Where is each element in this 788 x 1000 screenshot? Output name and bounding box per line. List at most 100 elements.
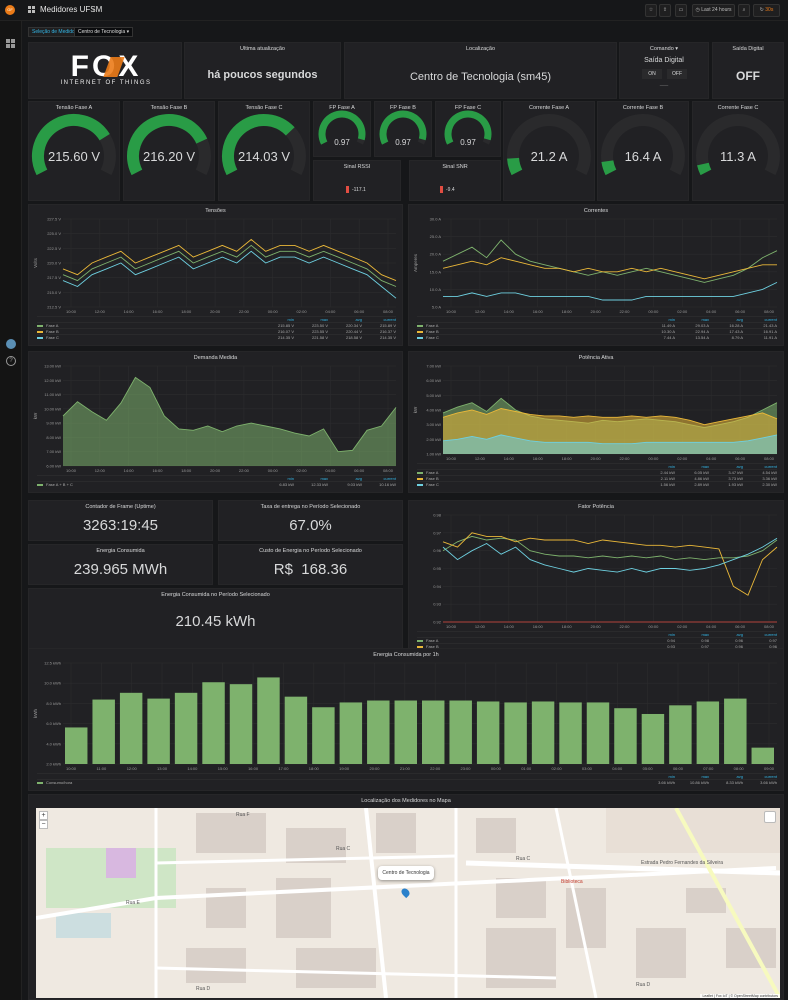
- map-zoom-in[interactable]: +: [39, 811, 48, 820]
- bar[interactable]: [586, 702, 610, 764]
- bar[interactable]: [257, 677, 280, 764]
- last-update-value: há poucos segundos: [207, 69, 318, 81]
- map-title: Localização dos Medidores no Mapa: [361, 798, 451, 804]
- bar[interactable]: [504, 702, 527, 764]
- legend-avg: 8.33 kWh: [726, 780, 743, 785]
- y-tick-label: 4.00 kW: [426, 408, 441, 413]
- bar[interactable]: [367, 700, 390, 764]
- bar[interactable]: [339, 702, 363, 764]
- chart-title: Energia Consumida por 1h: [373, 652, 439, 658]
- map-attribution: Leaflet | Fox IoT | © OpenStreetMap cont…: [700, 994, 780, 998]
- chart-title: Potência Ativa: [578, 355, 614, 361]
- y-tick-label: 225.0 V: [47, 231, 61, 236]
- dashboard-title[interactable]: Medidores UFSM: [40, 5, 103, 14]
- time-picker-button[interactable]: ◷ Last 24 hours: [692, 4, 735, 17]
- x-tick-label: 23:00: [461, 766, 472, 771]
- x-tick-label: 04:00: [706, 456, 717, 461]
- ia-title: Corrente Fase A: [528, 105, 570, 111]
- legend-row[interactable]: Fase A 11.49 A 29.03 A 16.28 A 21.43 A: [417, 322, 777, 328]
- legend-min: 0.93: [667, 644, 675, 649]
- bar[interactable]: [696, 701, 720, 764]
- grafana-logo-icon[interactable]: GF: [5, 5, 15, 15]
- bar[interactable]: [751, 747, 774, 764]
- legend-row[interactable]: Fase A 0.94 0.98 0.96 0.97: [417, 637, 777, 643]
- search-zoom-button[interactable]: ⌕: [738, 4, 750, 17]
- legend-row[interactable]: Fase B 0.93 0.97 0.96 0.96: [417, 643, 777, 649]
- legend-min: 2.11 kW: [660, 476, 675, 481]
- x-tick-label: 04:00: [325, 468, 336, 473]
- bar[interactable]: [422, 700, 445, 764]
- variable-select[interactable]: Centro de Tecnologia ▾: [74, 27, 134, 37]
- vb-value: 216.20 V: [142, 149, 196, 164]
- bar[interactable]: [119, 692, 143, 764]
- bar[interactable]: [284, 696, 308, 764]
- gauge-corrente-b: Corrente Fase B 16.4 A: [597, 101, 689, 201]
- user-avatar[interactable]: [6, 339, 16, 349]
- bar[interactable]: [65, 727, 88, 764]
- gauge-corrente-c: Corrente Fase C 11.3 A: [692, 101, 784, 201]
- y-tick-label: 7.00 kW: [46, 449, 61, 454]
- legend-row[interactable]: Consumo/hora 3.66 kWh 10.86 kWh 8.33 kWh 3.6…: [37, 779, 777, 785]
- map-zoom-out[interactable]: −: [39, 820, 48, 829]
- legend-row[interactable]: Fase A 215.85 V 223.50 V 220.34 V 215.89 V: [37, 322, 396, 328]
- energy-period-value: 210.45 kWh: [175, 613, 256, 630]
- bar[interactable]: [229, 684, 253, 764]
- legend-row[interactable]: Fase B 216.07 V 223.55 V 220.44 V 216.37 V: [37, 328, 396, 334]
- legend-header-min: min: [668, 317, 675, 322]
- legend-swatch: [37, 330, 43, 333]
- star-button[interactable]: ☆: [645, 4, 657, 17]
- legend-current: 3.66 kWh: [760, 780, 777, 785]
- dashboard-title-caret[interactable]: ▾: [92, 7, 95, 13]
- legend-row[interactable]: Fase C 1.56 kW 2.89 kW 1.93 kW 2.30 kW: [417, 481, 777, 487]
- legend-row[interactable]: Fase B 2.11 kW 4.86 kW 3.73 kW 3.36 kW: [417, 475, 777, 481]
- bar[interactable]: [394, 700, 417, 764]
- legend-row[interactable]: Fase A + B + C 6.83 kW 12.33 kW 9.03 kW 10.1…: [37, 481, 396, 487]
- legend-row[interactable]: Fase C 7.44 A 13.54 A 8.79 A 11.91 A: [417, 334, 777, 340]
- share-button[interactable]: ⇪: [659, 4, 671, 17]
- vb-gauge-fill: [127, 114, 208, 176]
- legend-series-name: Fase C: [46, 335, 59, 340]
- help-icon[interactable]: ?: [6, 356, 16, 366]
- x-tick-label: 07:00: [703, 766, 714, 771]
- series-line: [62, 244, 397, 287]
- on-button[interactable]: ON: [642, 69, 662, 79]
- chart-svg: 0.98 0.97 0.96 0.95 0.94 0.93 0.92 10:00 12:00 14…: [433, 513, 778, 629]
- legend-row[interactable]: Fase C 214.35 V 221.58 V 218.58 V 214.35 V: [37, 334, 396, 340]
- bar[interactable]: [202, 682, 225, 764]
- bar[interactable]: [559, 702, 582, 764]
- x-tick-label: 08:00: [764, 456, 775, 461]
- map-layers-icon[interactable]: [764, 811, 776, 823]
- bar[interactable]: [669, 705, 692, 764]
- bar[interactable]: [92, 699, 115, 764]
- bar[interactable]: [641, 713, 665, 764]
- x-tick-label: 04:00: [612, 766, 623, 771]
- frame-counter-panel: Contador de Frame (Uptime) 3263:19:45: [28, 500, 213, 541]
- refresh-button[interactable]: ↻ 30s: [753, 4, 780, 17]
- y-tick-label: 6.00 kW: [46, 464, 61, 469]
- legend-row[interactable]: Fase A 2.44 kW 6.05 kW 3.47 kW 4.54 kW: [417, 469, 777, 475]
- dashboards-icon[interactable]: [6, 39, 15, 48]
- off-button[interactable]: OFF: [667, 69, 687, 79]
- map-area[interactable]: Rua C Rua D Rua E Rua C Estrada Pedro Fe…: [36, 808, 780, 998]
- ic-title: Corrente Fase C: [717, 105, 759, 111]
- bar[interactable]: [724, 698, 747, 764]
- legend-avg: 220.34 V: [345, 323, 362, 328]
- bar[interactable]: [476, 701, 500, 764]
- ia-value: 21.2 A: [530, 149, 568, 164]
- tv-mode-button[interactable]: ▭: [675, 4, 687, 17]
- bar[interactable]: [614, 708, 637, 764]
- legend-max: 221.58 V: [311, 335, 328, 340]
- command-title[interactable]: Comando ▾: [649, 46, 679, 52]
- delivery-rate-panel: Taxa de entrega no Período Selecionado 6…: [218, 500, 403, 541]
- legend-row[interactable]: Fase B 10.30 A 22.94 A 17.43 A 16.91 A: [417, 328, 777, 334]
- bar[interactable]: [147, 698, 170, 764]
- bar[interactable]: [312, 707, 335, 764]
- map-label-rua-c-east: Rua C: [516, 856, 531, 862]
- bar[interactable]: [449, 700, 472, 764]
- series-line: [442, 239, 778, 283]
- bar[interactable]: [531, 701, 555, 764]
- va-gauge-fill: [32, 114, 110, 176]
- dashboard-icon: [28, 6, 35, 13]
- graph-energia-hora: Energia Consumida por 1h 12.5 kWh 10.0 kWh…: [28, 648, 784, 791]
- bar[interactable]: [174, 692, 198, 764]
